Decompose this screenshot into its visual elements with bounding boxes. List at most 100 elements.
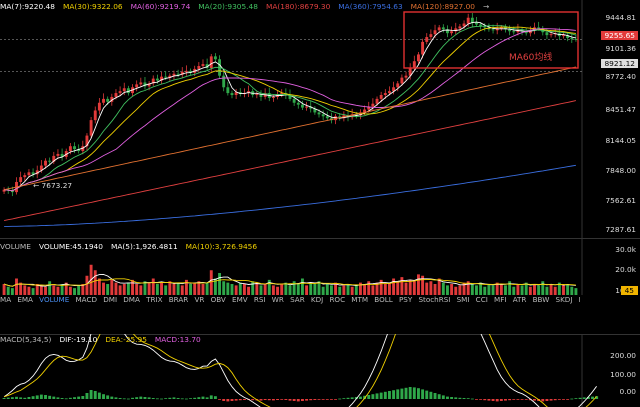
macd-bar xyxy=(39,394,43,399)
macd-bar xyxy=(68,397,72,399)
axis-tick-label: 7287.61 xyxy=(605,225,636,234)
volume-bar xyxy=(234,285,238,295)
volume-bar xyxy=(193,282,197,295)
indicator-tab[interactable]: WR xyxy=(271,295,284,304)
axis-tick-label: 8144.05 xyxy=(605,136,636,145)
volume-bar xyxy=(392,278,396,295)
price-panel[interactable]: MA(7):9220.48 MA(30):9322.06 MA(60):9219.7… xyxy=(0,0,640,238)
indicator-tab[interactable]: EMA xyxy=(17,295,33,304)
candle-body xyxy=(155,78,159,81)
candle-body xyxy=(462,23,466,27)
indicator-tab[interactable]: StochRSI xyxy=(418,295,451,304)
macd-bar xyxy=(408,387,412,399)
volume-bar xyxy=(288,285,292,295)
macd-bar xyxy=(425,390,429,399)
indicator-tab[interactable]: ATR xyxy=(512,295,527,304)
candle-body xyxy=(151,78,155,84)
macd-bar xyxy=(562,399,565,400)
indicator-tab[interactable]: PSY xyxy=(398,295,413,304)
volume-legend: VOLUME VOLUME:45.1940 MA(5):1,926.4811 MA(1… xyxy=(0,242,265,254)
highlight-box xyxy=(403,11,579,69)
indicator-tab[interactable]: TRIX xyxy=(146,295,163,304)
candle-body xyxy=(570,38,574,40)
volume-bar xyxy=(56,286,60,295)
macd-bar xyxy=(118,398,122,399)
indicator-tab[interactable]: VR xyxy=(194,295,205,304)
indicator-tab[interactable]: OBV xyxy=(210,295,226,304)
candle-body xyxy=(425,37,429,42)
macd-bar xyxy=(479,399,483,400)
macd-bar xyxy=(189,398,192,399)
candle-body xyxy=(97,102,101,111)
indicator-tab[interactable]: MFI xyxy=(494,295,507,304)
volume-bar xyxy=(433,284,437,295)
macd-bar xyxy=(487,399,491,401)
indicator-tab[interactable]: CCI xyxy=(475,295,488,304)
volume-bar xyxy=(35,284,39,295)
candle-body xyxy=(537,27,541,29)
candle-body xyxy=(388,91,391,94)
macd-bar xyxy=(400,388,404,399)
macd-bar xyxy=(48,395,52,399)
macd-bar xyxy=(495,399,499,402)
indicator-tab[interactable]: MACD xyxy=(75,295,98,304)
indicator-tab[interactable]: DMI xyxy=(103,295,118,304)
candle-body xyxy=(404,75,408,78)
volume-bar xyxy=(48,281,52,295)
ma7-line xyxy=(4,21,576,192)
macd-chart[interactable] xyxy=(0,334,640,407)
candle-body xyxy=(184,70,188,72)
indicator-tab[interactable]: BBW xyxy=(532,295,550,304)
macd-bar xyxy=(97,392,101,399)
candle-body xyxy=(288,95,292,99)
macd-bar xyxy=(168,397,172,399)
indicator-tab[interactable]: EMV xyxy=(232,295,248,304)
volume-bar xyxy=(209,270,213,295)
indicator-tab[interactable]: RSI xyxy=(253,295,266,304)
macd-bar xyxy=(2,398,6,399)
axis-tick-label: 8772.40 xyxy=(605,72,636,81)
indicator-tab[interactable]: BRAR xyxy=(168,295,189,304)
macd-bar xyxy=(325,399,329,400)
indicator-tab[interactable]: BOLL xyxy=(374,295,393,304)
candle-body xyxy=(73,146,76,150)
macd-bar xyxy=(412,387,416,399)
indicator-tab[interactable]: SMI xyxy=(456,295,470,304)
volume-bar xyxy=(417,274,420,295)
candle-body xyxy=(454,28,458,32)
indicator-tab[interactable]: DMA xyxy=(123,295,140,304)
volume-bar xyxy=(247,286,251,295)
indicator-tab[interactable]: SAR xyxy=(290,295,305,304)
volume-bar xyxy=(296,284,300,295)
volume-bar xyxy=(23,285,27,295)
macd-bar xyxy=(354,397,358,399)
candle-body xyxy=(135,84,139,88)
indicator-tab[interactable]: BIAS xyxy=(579,295,580,304)
candle-body xyxy=(280,93,284,95)
indicator-tab[interactable]: VOLUME xyxy=(39,295,70,304)
candle-body xyxy=(421,41,425,55)
legend-item: VOLUME:45.1940 xyxy=(38,242,103,251)
volume-chart[interactable] xyxy=(0,238,640,295)
macd-bar xyxy=(379,392,383,399)
macd-bar xyxy=(557,399,561,400)
volume-bar xyxy=(151,278,155,295)
volume-panel[interactable]: VOLUME VOLUME:45.1940 MA(5):1,926.4811 MA(1… xyxy=(0,238,640,295)
indicator-tab[interactable]: MTM xyxy=(351,295,369,304)
candle-body xyxy=(255,94,259,96)
volume-bar xyxy=(499,284,503,295)
candle-body xyxy=(520,29,524,32)
indicator-tab[interactable]: KDJ xyxy=(310,295,324,304)
indicator-tab[interactable]: MA xyxy=(0,295,12,304)
candle-body xyxy=(375,98,379,104)
candle-body xyxy=(441,27,445,30)
volume-bar xyxy=(375,282,379,295)
candle-body xyxy=(475,22,478,25)
candle-body xyxy=(238,92,242,95)
volume-bar xyxy=(458,285,462,295)
indicator-tab[interactable]: SKDJ xyxy=(555,295,573,304)
candle-body xyxy=(56,153,60,156)
macd-panel[interactable]: MACD(5,34,5) DIF:-19.10 DEA:-25.95 MACD:13.… xyxy=(0,334,640,407)
price-chart[interactable] xyxy=(0,0,640,238)
indicator-tab[interactable]: ROC xyxy=(329,295,346,304)
